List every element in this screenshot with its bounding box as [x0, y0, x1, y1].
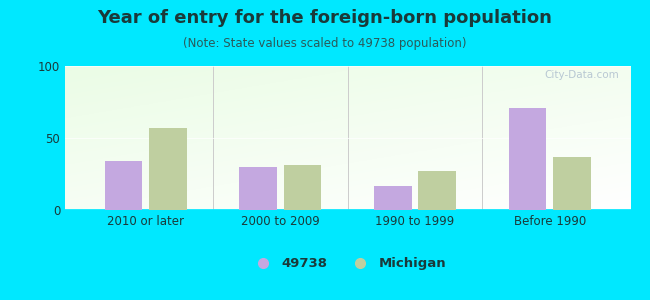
Text: (Note: State values scaled to 49738 population): (Note: State values scaled to 49738 popu… — [183, 38, 467, 50]
Bar — [239, 167, 277, 210]
Bar — [149, 128, 187, 210]
Text: Year of entry for the foreign-born population: Year of entry for the foreign-born popul… — [98, 9, 552, 27]
Bar — [553, 157, 591, 210]
Bar — [105, 161, 142, 210]
Bar — [374, 185, 411, 210]
Legend: 49738, Michigan: 49738, Michigan — [244, 252, 451, 275]
Bar — [284, 165, 322, 210]
Bar — [419, 171, 456, 210]
Bar — [509, 108, 547, 210]
Text: City-Data.com: City-Data.com — [545, 70, 619, 80]
